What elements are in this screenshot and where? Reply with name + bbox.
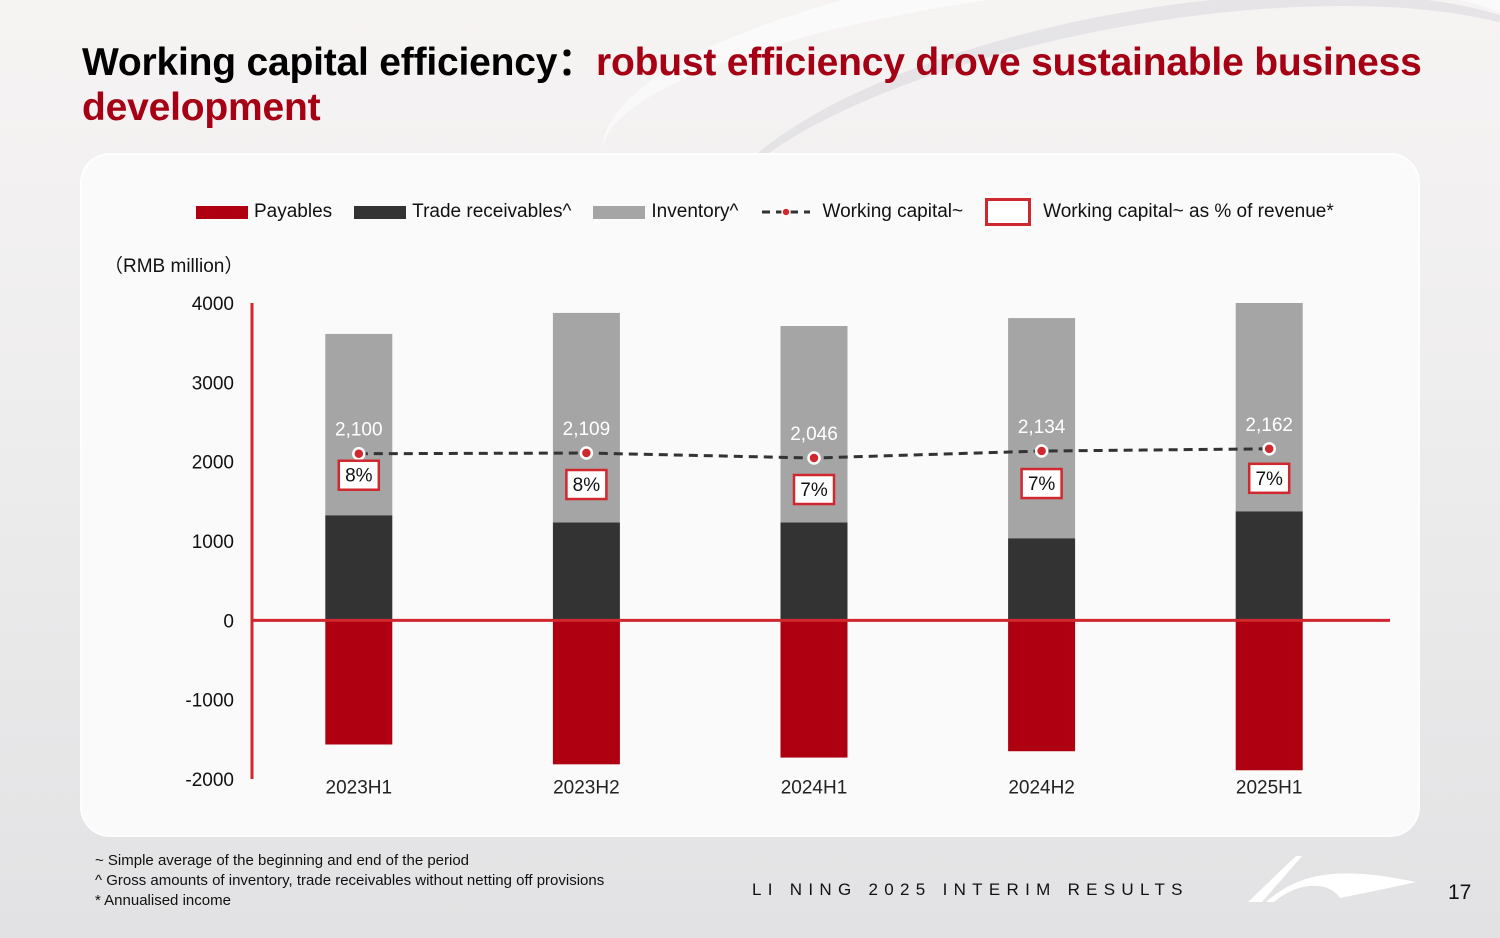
pct-revenue-label: 7% <box>1028 474 1056 495</box>
bar-payables <box>552 620 620 765</box>
pct-revenue-box <box>792 473 836 506</box>
title-black-part: Working capital efficiency： <box>82 41 597 84</box>
y-tick-label: -1000 <box>185 691 234 712</box>
bar-trade-receivables <box>1235 511 1303 621</box>
pct-revenue-label: 7% <box>800 480 828 501</box>
pct-revenue-box <box>1020 467 1063 500</box>
legend-label: Trade receivables^ <box>412 201 572 222</box>
bar-payables <box>1008 620 1076 752</box>
x-tick-label: 2024H1 <box>781 777 848 798</box>
legend-box-icon <box>985 198 1032 226</box>
working-capital-point <box>352 446 366 461</box>
y-tick-label: -2000 <box>185 770 234 791</box>
slide-title: Working capital efficiency：robust effici… <box>82 40 1422 130</box>
bar-trade-receivables <box>1008 538 1076 621</box>
pct-revenue-label: 8% <box>573 475 601 496</box>
legend-swatch-inventory <box>593 205 646 219</box>
x-tick-label: 2025H1 <box>1236 777 1303 798</box>
working-capital-point <box>807 451 821 465</box>
legend-item-working-capital-pct: Working capital~ as % of revenue* <box>985 198 1334 226</box>
bar-payables <box>325 620 393 745</box>
bar-trade-receivables <box>552 522 620 621</box>
legend-item-working-capital: Working capital~ <box>760 201 963 223</box>
legend-label: Working capital~ as % of revenue* <box>1043 201 1334 222</box>
y-tick-label: 4000 <box>192 294 234 315</box>
working-capital-point <box>1262 442 1276 456</box>
working-capital-data-label: 2,100 <box>335 420 383 441</box>
pct-revenue-box <box>1247 462 1291 495</box>
x-tick-label: 2024H2 <box>1008 777 1075 798</box>
x-tick-label: 2023H1 <box>326 777 393 798</box>
working-capital-data-label: 2,134 <box>1018 417 1066 438</box>
legend-item-payables: Payables <box>196 201 332 223</box>
chart-card <box>82 155 1418 835</box>
bar-inventory <box>1008 318 1076 539</box>
footnote: ^ Gross amounts of inventory, trade rece… <box>95 872 605 889</box>
legend-swatch-payables <box>196 205 248 219</box>
y-tick-label: 3000 <box>192 373 234 394</box>
pct-revenue-box <box>565 468 608 501</box>
li-ning-logo-icon <box>1248 856 1416 902</box>
legend-label: Working capital~ <box>822 201 964 222</box>
pct-revenue-box <box>337 459 381 491</box>
legend-swatch-trade-receivables <box>354 205 407 219</box>
title-red-part: robust efficiency drove sustainable busi… <box>82 41 1422 129</box>
footnote: ~ Simple average of the beginning and en… <box>95 852 470 869</box>
chart-legend: Payables Trade receivables^ Inventory^ W… <box>196 198 1356 226</box>
bar-payables <box>1235 620 1303 771</box>
y-tick-label: 2000 <box>192 453 234 474</box>
legend-dashed-line-marker-icon <box>762 207 811 217</box>
footer-brand-text: LI NING 2025 INTERIM RESULTS <box>752 880 1189 899</box>
legend-item-inventory: Inventory^ <box>593 201 738 223</box>
working-capital-data-label: 2,109 <box>563 419 611 440</box>
legend-label: Payables <box>254 201 333 222</box>
legend-label: Inventory^ <box>651 201 739 222</box>
bar-trade-receivables <box>780 522 848 621</box>
y-tick-label: 1000 <box>192 532 234 553</box>
pct-revenue-label: 7% <box>1255 469 1283 490</box>
x-tick-label: 2023H2 <box>553 777 620 798</box>
working-capital-data-label: 2,162 <box>1245 415 1293 436</box>
legend-item-trade-receivables: Trade receivables^ <box>354 201 571 223</box>
pct-revenue-label: 8% <box>345 466 373 487</box>
unit-label: （RMB million） <box>104 256 244 277</box>
bar-trade-receivables <box>325 515 393 621</box>
bar-payables <box>780 620 848 758</box>
footnote: * Annualised income <box>95 892 231 909</box>
page-number: 17 <box>1448 881 1472 904</box>
footnotes: ~ Simple average of the beginning and en… <box>95 851 604 911</box>
working-capital-point <box>1034 444 1049 458</box>
working-capital-point <box>579 446 594 460</box>
working-capital-data-label: 2,046 <box>790 424 838 445</box>
y-tick-label: 0 <box>223 611 234 632</box>
